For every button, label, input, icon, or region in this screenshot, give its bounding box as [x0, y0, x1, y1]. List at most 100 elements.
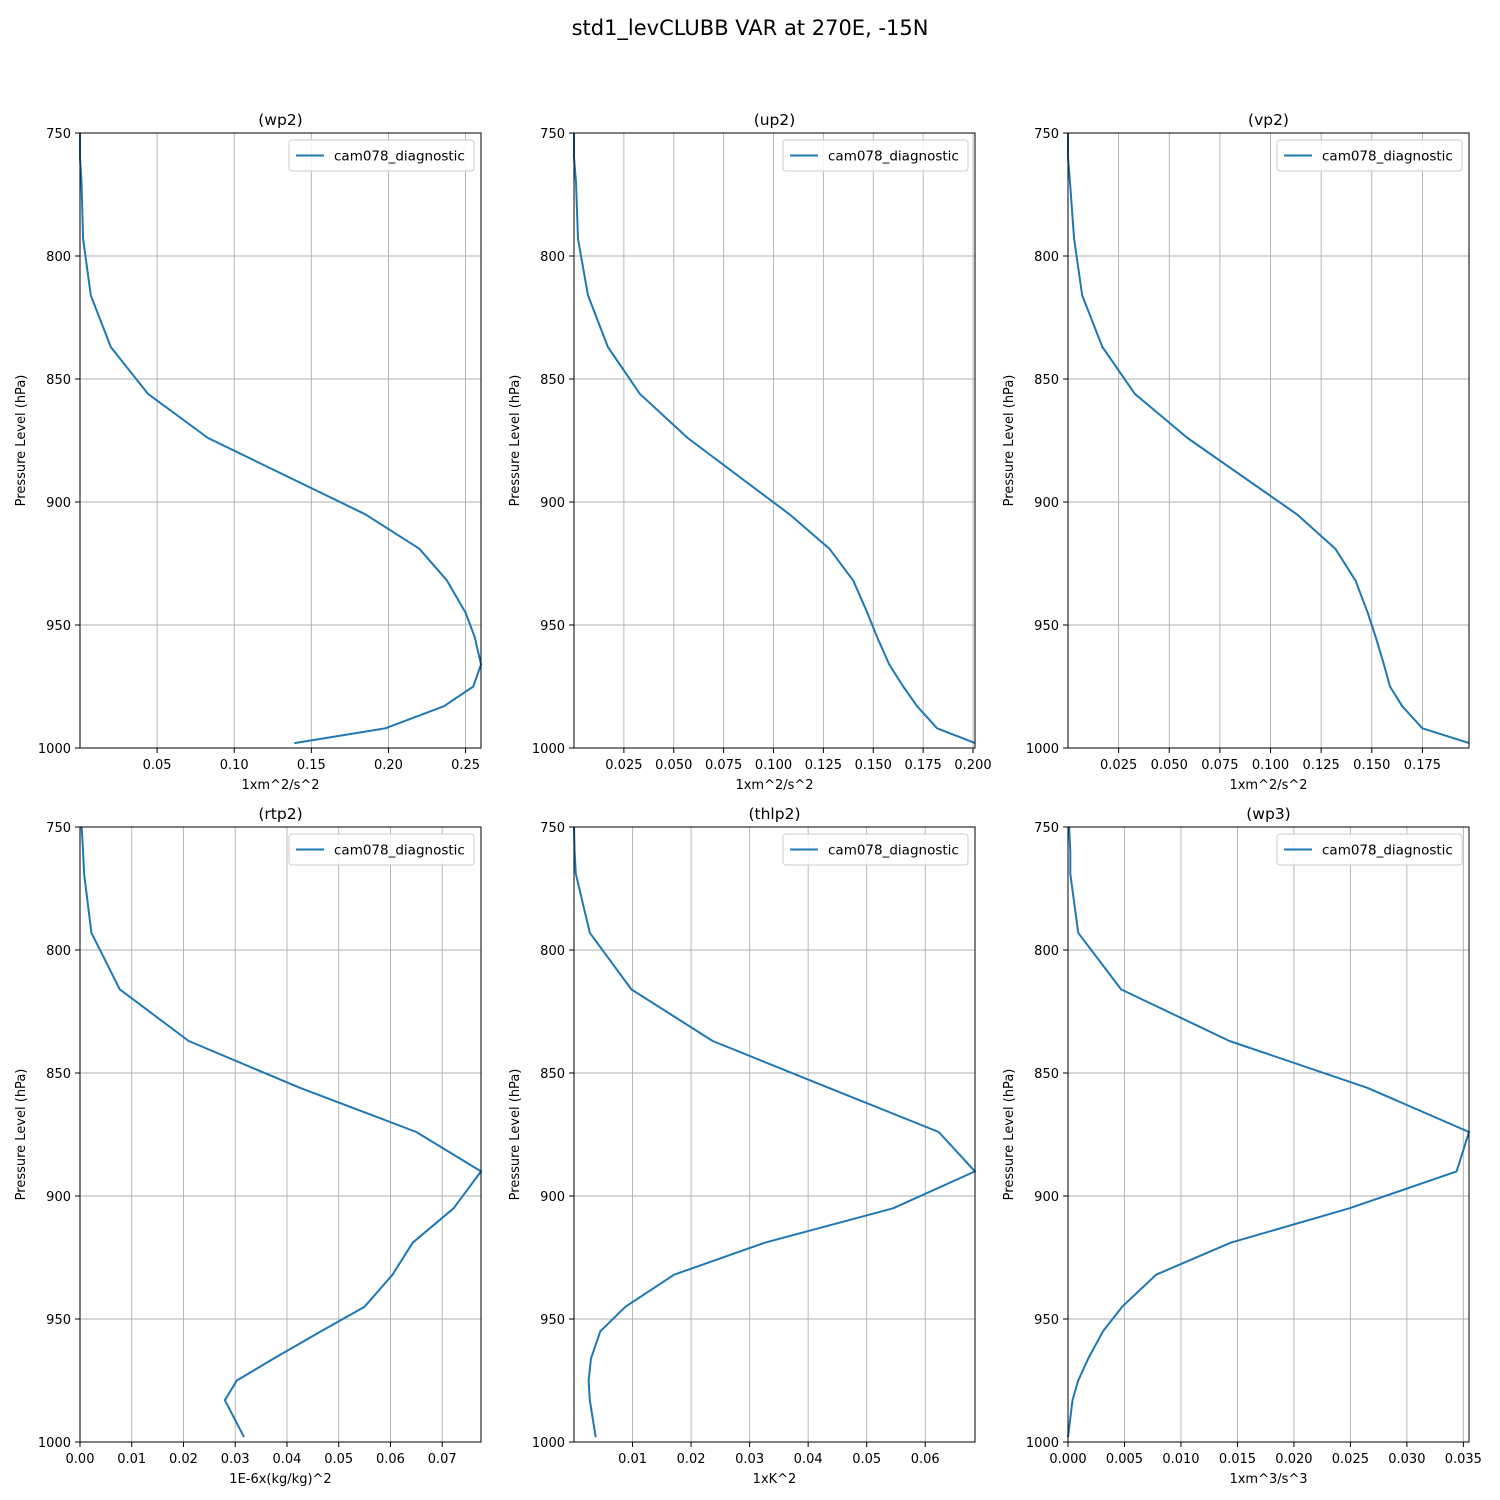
series-line — [1067, 826, 1470, 1438]
x-tick-label: 0.075 — [1201, 758, 1238, 773]
y-tick-label: 750 — [46, 127, 71, 142]
y-tick-label: 800 — [540, 250, 565, 265]
series-line — [79, 133, 482, 745]
x-tick-label: 0.06 — [911, 1452, 940, 1467]
x-tick-label: 0.030 — [1388, 1452, 1425, 1467]
y-tick-label: 1000 — [38, 742, 71, 757]
panel-up2: 0.025 0.050 0.075 0.100 0.125 0.150 0.175 0.200… — [508, 111, 992, 793]
y-tick-label: 850 — [540, 373, 565, 388]
legend: cam078_diagnostic — [288, 139, 475, 172]
panel-title: (wp2) — [258, 111, 302, 129]
x-tick-label: 0.02 — [169, 1452, 198, 1467]
y-tick-label: 750 — [540, 821, 565, 836]
y-tick-label: 950 — [1034, 1313, 1059, 1328]
y-tick-label: 1000 — [532, 742, 565, 757]
panel-rtp2: 0.00 0.01 0.02 0.03 0.04 0.05 0.06 0.07 750 800 85… — [14, 805, 482, 1487]
y-tick-label: 850 — [1034, 1067, 1059, 1082]
y-tick-label: 800 — [1034, 250, 1059, 265]
x-axis-label: 1E-6x(kg/kg)^2 — [229, 1472, 331, 1487]
x-tick-label: 0.005 — [1106, 1452, 1143, 1467]
y-tick-label: 800 — [46, 944, 71, 959]
y-tick-label: 950 — [1034, 619, 1059, 634]
x-tick-label: 0.075 — [705, 758, 742, 773]
y-tick-label: 800 — [540, 944, 565, 959]
legend-box — [1276, 139, 1463, 172]
y-tick-label: 950 — [46, 1313, 71, 1328]
legend-box — [1276, 833, 1463, 866]
panel-wp3: 0.000 0.005 0.010 0.015 0.020 0.025 0.030 0.035… — [1002, 805, 1482, 1487]
x-tick-label: 0.06 — [376, 1452, 405, 1467]
x-tick-label: 0.03 — [735, 1452, 764, 1467]
y-tick-label: 1000 — [1026, 1436, 1059, 1451]
legend-label: cam078_diagnostic — [334, 149, 465, 165]
x-axis-label: 1xm^2/s^2 — [1229, 778, 1307, 793]
x-tick-label: 0.04 — [794, 1452, 823, 1467]
axes-frame — [573, 826, 976, 1443]
y-tick-label: 750 — [540, 127, 565, 142]
y-axis-label: Pressure Level (hPa) — [1002, 375, 1017, 507]
y-tick-label: 1000 — [38, 1436, 71, 1451]
x-axis-label: 1xK^2 — [753, 1472, 797, 1487]
legend: cam078_diagnostic — [782, 833, 969, 866]
axes-frame — [79, 132, 482, 749]
legend-box — [782, 833, 969, 866]
y-axis-label: Pressure Level (hPa) — [508, 1069, 523, 1201]
y-tick-label: 850 — [540, 1067, 565, 1082]
y-tick-label: 900 — [46, 1190, 71, 1205]
x-tick-label: 0.10 — [220, 758, 249, 773]
x-tick-label: 0.01 — [117, 1452, 146, 1467]
x-tick-label: 0.05 — [852, 1452, 881, 1467]
x-axis-label: 1xm^3/s^3 — [1229, 1472, 1307, 1487]
y-axis-label: Pressure Level (hPa) — [508, 375, 523, 507]
panel-title: (rtp2) — [258, 805, 302, 823]
legend: cam078_diagnostic — [782, 139, 969, 172]
x-tick-label: 0.020 — [1275, 1452, 1312, 1467]
y-tick-label: 950 — [46, 619, 71, 634]
x-tick-label: 0.02 — [677, 1452, 706, 1467]
y-tick-label: 950 — [540, 1313, 565, 1328]
x-tick-label: 0.100 — [1252, 758, 1289, 773]
y-tick-label: 900 — [540, 496, 565, 511]
y-tick-label: 900 — [1034, 496, 1059, 511]
y-tick-label: 950 — [540, 619, 565, 634]
legend-label: cam078_diagnostic — [828, 149, 959, 165]
y-tick-label: 800 — [1034, 944, 1059, 959]
x-tick-label: 0.035 — [1445, 1452, 1482, 1467]
y-axis-label: Pressure Level (hPa) — [14, 375, 29, 507]
x-tick-label: 0.25 — [451, 758, 480, 773]
legend-label: cam078_diagnostic — [334, 843, 465, 859]
y-tick-label: 900 — [540, 1190, 565, 1205]
legend-label: cam078_diagnostic — [1322, 149, 1453, 165]
series-line — [573, 826, 976, 1438]
y-tick-label: 750 — [1034, 821, 1059, 836]
legend-label: cam078_diagnostic — [828, 843, 959, 859]
y-axis-label: Pressure Level (hPa) — [1002, 1069, 1017, 1201]
x-tick-label: 0.050 — [655, 758, 692, 773]
legend: cam078_diagnostic — [1276, 833, 1463, 866]
x-tick-label: 0.05 — [324, 1452, 353, 1467]
x-tick-label: 0.125 — [1303, 758, 1340, 773]
axes-frame — [1067, 826, 1470, 1443]
x-tick-label: 0.200 — [954, 758, 991, 773]
panel-title: (wp3) — [1246, 805, 1290, 823]
panel-vp2: 0.025 0.050 0.075 0.100 0.125 0.150 0.175 750 80… — [1002, 111, 1470, 793]
panel-thlp2: 0.01 0.02 0.03 0.04 0.05 0.06 750 800 850 900 950 1… — [508, 805, 976, 1487]
x-tick-label: 0.07 — [428, 1452, 457, 1467]
x-tick-label: 0.04 — [272, 1452, 301, 1467]
x-tick-label: 0.150 — [855, 758, 892, 773]
panel-title: (up2) — [754, 111, 796, 129]
x-tick-label: 0.025 — [1100, 758, 1137, 773]
panel-wp2: 0.05 0.10 0.15 0.20 0.25 750 800 850 900 950 1000 (… — [14, 111, 482, 793]
x-axis-label: 1xm^2/s^2 — [735, 778, 813, 793]
x-tick-label: 0.03 — [221, 1452, 250, 1467]
y-tick-label: 750 — [46, 821, 71, 836]
legend-label: cam078_diagnostic — [1322, 843, 1453, 859]
legend-box — [288, 833, 475, 866]
x-tick-label: 0.100 — [755, 758, 792, 773]
axes-frame — [573, 132, 976, 749]
x-tick-label: 0.015 — [1219, 1452, 1256, 1467]
legend-box — [782, 139, 969, 172]
x-tick-label: 0.175 — [905, 758, 942, 773]
x-tick-label: 0.01 — [618, 1452, 647, 1467]
